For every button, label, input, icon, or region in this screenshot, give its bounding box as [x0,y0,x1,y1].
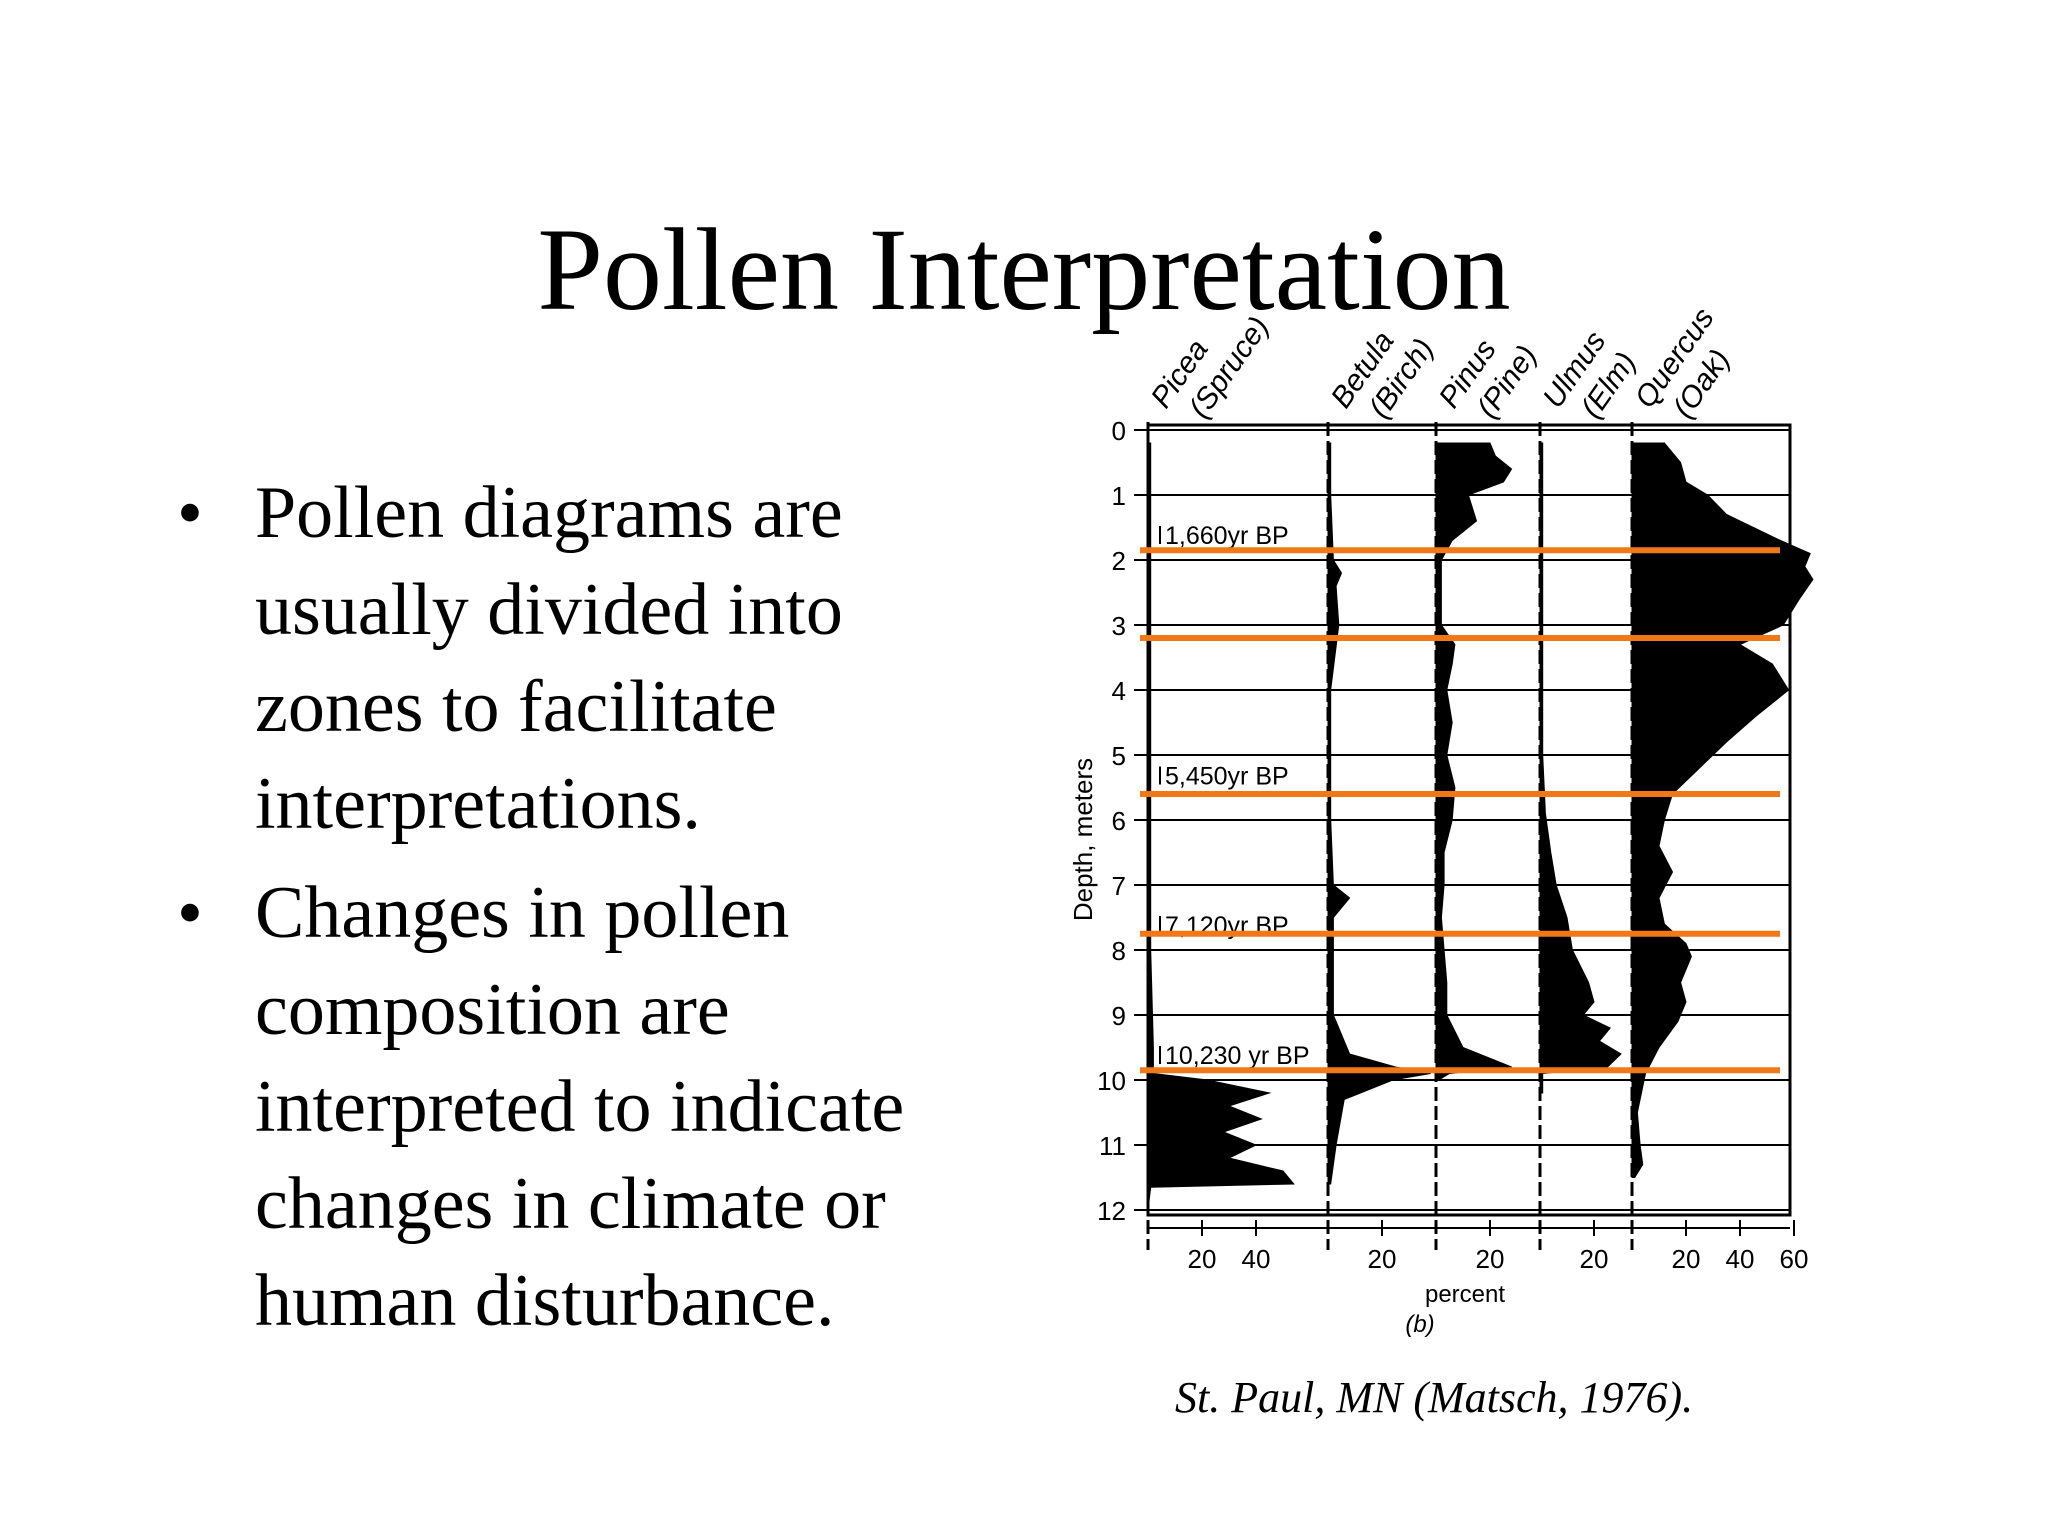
taxon-profile-pinus [1435,442,1513,1081]
depth-tick-label: 4 [1112,676,1126,706]
x-tick-label: 40 [1726,1244,1755,1274]
depth-tick-label: 7 [1112,871,1126,901]
depth-tick-label: 10 [1097,1066,1126,1096]
bullet-text: Pollen diagrams are usually divided into… [255,472,843,845]
depth-tick-label: 11 [1099,1131,1126,1161]
slide-title: Pollen Interpretation [537,204,1511,335]
x-tick-label: 20 [1476,1244,1505,1274]
bullet-text: Changes in pollen composition are interp… [255,872,905,1342]
y-axis-label: Depth, meters [1068,758,1098,921]
date-label: 10,230 yr BP [1165,1042,1310,1070]
date-label: 1,660yr BP [1165,522,1289,550]
depth-tick-label: 9 [1112,1001,1126,1031]
depth-tick-label: 8 [1112,936,1126,966]
taxon-profile-ulmus [1539,442,1622,1094]
depth-tick-label: 0 [1112,416,1126,446]
bullet-list: • Pollen diagrams are usually divided int… [165,465,1025,1362]
bullet-item: • Changes in pollen composition are inter… [165,865,1025,1350]
depth-tick-label: 6 [1112,806,1126,836]
bullet-dot: • [177,872,203,954]
x-tick-label: 20 [1580,1244,1609,1274]
x-axis-label: percent [1425,1281,1505,1308]
date-label: 5,450yr BP [1165,763,1289,791]
bullet-item: • Pollen diagrams are usually divided int… [165,465,1025,853]
depth-tick-label: 12 [1097,1196,1126,1226]
figure-caption: St. Paul, MN (Matsch, 1976). [1175,1373,1694,1422]
bullet-dot: • [177,472,203,554]
depth-tick-label: 2 [1112,546,1126,576]
x-tick-label: 20 [1188,1244,1217,1274]
x-tick-label: 20 [1672,1244,1701,1274]
x-tick-label: 40 [1242,1244,1271,1274]
depth-tick-label: 5 [1112,741,1126,771]
taxon-profile-betula [1327,442,1431,1185]
x-tick-label: 60 [1780,1244,1809,1274]
depth-tick-label: 1 [1112,481,1126,511]
x-tick-label: 20 [1368,1244,1397,1274]
panel-label: (b) [1405,1311,1434,1338]
depth-tick-label: 3 [1112,611,1126,641]
taxon-profile-picea [1147,442,1295,1211]
